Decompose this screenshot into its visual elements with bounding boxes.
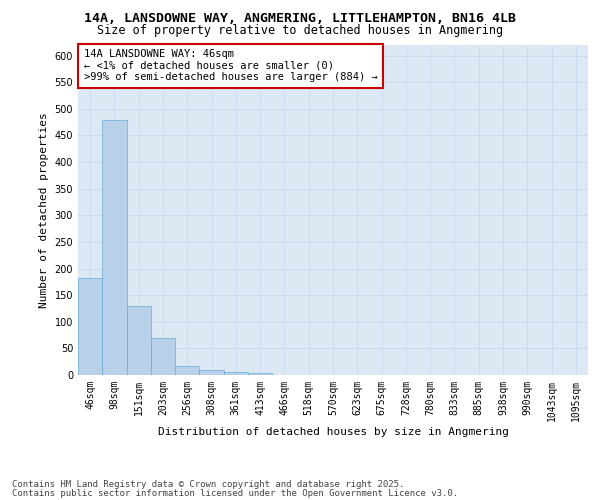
- Bar: [102, 120, 127, 375]
- Text: 14A LANSDOWNE WAY: 46sqm
← <1% of detached houses are smaller (0)
>99% of semi-d: 14A LANSDOWNE WAY: 46sqm ← <1% of detach…: [83, 49, 377, 82]
- Text: Contains public sector information licensed under the Open Government Licence v3: Contains public sector information licen…: [12, 490, 458, 498]
- Bar: [78, 278, 102, 375]
- Bar: [199, 370, 224, 375]
- Bar: [175, 366, 199, 375]
- Text: Size of property relative to detached houses in Angmering: Size of property relative to detached ho…: [97, 24, 503, 37]
- Y-axis label: Number of detached properties: Number of detached properties: [39, 112, 49, 308]
- Bar: [151, 338, 175, 375]
- Bar: [127, 306, 151, 375]
- Text: Contains HM Land Registry data © Crown copyright and database right 2025.: Contains HM Land Registry data © Crown c…: [12, 480, 404, 489]
- Bar: [224, 372, 248, 375]
- Text: 14A, LANSDOWNE WAY, ANGMERING, LITTLEHAMPTON, BN16 4LB: 14A, LANSDOWNE WAY, ANGMERING, LITTLEHAM…: [84, 12, 516, 26]
- Bar: [248, 374, 272, 375]
- X-axis label: Distribution of detached houses by size in Angmering: Distribution of detached houses by size …: [157, 426, 509, 436]
